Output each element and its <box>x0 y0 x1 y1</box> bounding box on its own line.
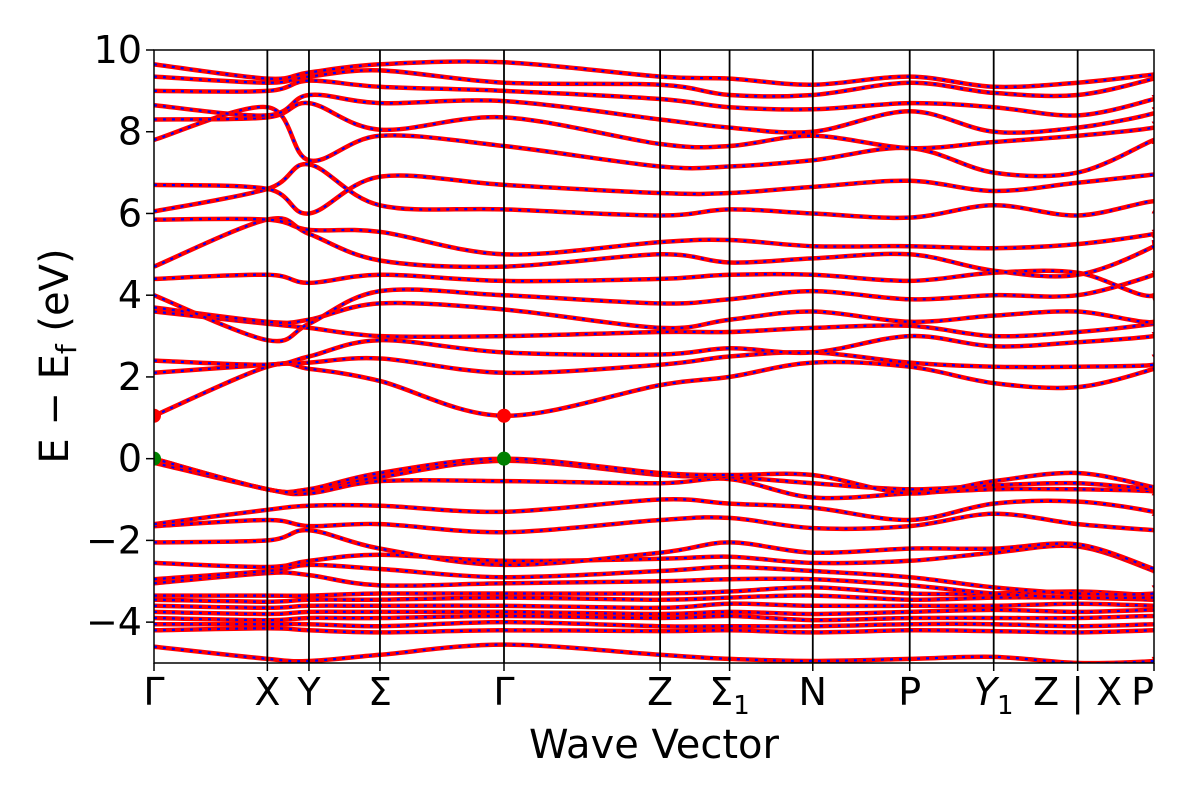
band-25-solid <box>154 216 1154 257</box>
x-tick-label-1: X <box>254 670 280 714</box>
band-33-dashed <box>154 60 1154 89</box>
x-tick-label-0: Γ <box>143 670 164 714</box>
cbm-marker-3 <box>497 408 511 423</box>
band-17-solid <box>154 359 1154 419</box>
x-tick-label-5: Z <box>647 670 673 714</box>
y-tick-label-7: −4 <box>86 600 142 644</box>
y-tick-label-4: 2 <box>118 355 142 399</box>
x-axis-label: Wave Vector <box>529 722 780 768</box>
x-tick-label-6: Σ1 <box>709 670 750 721</box>
y-tick-label-5: 0 <box>118 437 142 481</box>
y-tick-label-2: 6 <box>118 191 142 235</box>
vbm-marker-2 <box>497 451 511 466</box>
x-tick-label-9: Y1 <box>974 670 1014 721</box>
band-lines <box>154 59 1154 663</box>
k-point-separators <box>266 50 1079 663</box>
y-tick-label-3: 4 <box>118 273 142 317</box>
x-tick-label-8: P <box>898 670 921 714</box>
y-axis-label-sub: f <box>50 343 83 354</box>
plot-frame <box>153 49 1155 664</box>
x-tick-label-3: Σ <box>368 670 392 714</box>
x-tick-label-2: Y <box>296 670 321 714</box>
band-21-dashed <box>154 295 1154 330</box>
y-axis-label: E − Ef (eV) <box>32 248 83 463</box>
y-axis-label-unit: (eV) <box>32 248 78 344</box>
band-16-dashed <box>154 457 1154 495</box>
band-30-dashed <box>154 93 1154 134</box>
band-21-solid <box>154 295 1154 331</box>
y-tick-label-6: −2 <box>86 518 142 562</box>
band-23-solid <box>154 240 1154 299</box>
y-tick-label-0: 10 <box>94 28 142 72</box>
cbm-marker-1 <box>154 408 161 423</box>
y-tick-label-1: 8 <box>118 110 142 154</box>
band-22-dashed <box>154 269 1154 343</box>
band-edge-markers <box>154 408 511 466</box>
y-axis-label-main: E − E <box>32 354 78 464</box>
band-24-dashed <box>154 217 1154 278</box>
y-axis-ticks: 10 8 6 4 2 0 −2 −4 <box>86 28 154 644</box>
vbm-marker-0 <box>154 451 161 466</box>
band-25-dashed <box>154 217 1154 256</box>
band-31-dashed <box>154 79 1154 117</box>
band-19-dashed <box>154 330 1154 366</box>
x-tick-label-10: Z | X <box>1033 670 1122 715</box>
x-tick-label-7: N <box>799 670 827 714</box>
x-tick-label-11: P <box>1131 670 1154 714</box>
x-tick-label-4: Γ <box>493 670 514 714</box>
